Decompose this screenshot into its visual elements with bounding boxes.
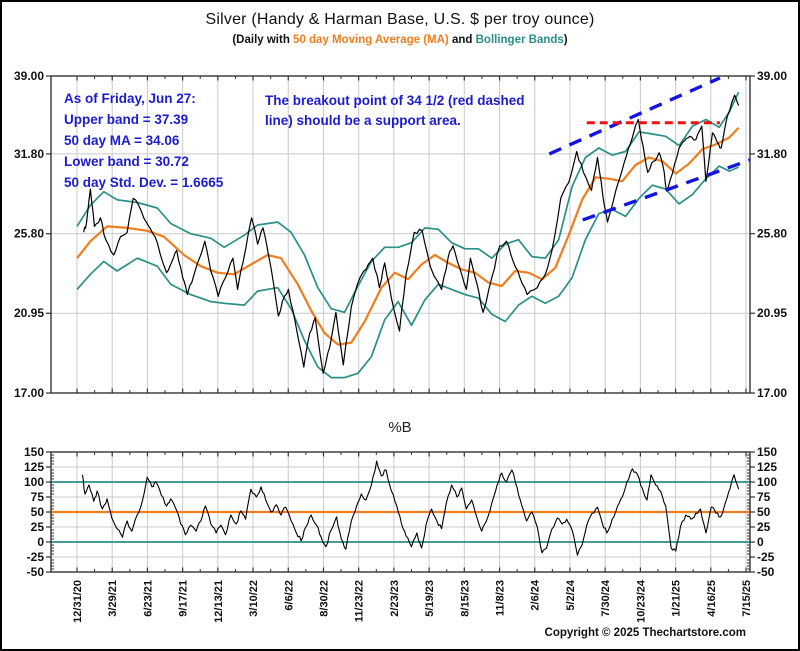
- x-axis-date-label: 10/23/24: [635, 579, 647, 623]
- subtitle-mid: and: [448, 34, 476, 46]
- subtitle-suffix: ): [563, 34, 568, 46]
- y-axis-label-right: 17.00: [757, 386, 787, 400]
- x-axis-date-label: 6/6/22: [283, 580, 295, 611]
- pb-y-axis-label-left: 25: [31, 520, 45, 534]
- x-axis-date-label: 6/23/21: [142, 580, 154, 617]
- series-ma50: [76, 126, 740, 346]
- pb-y-axis-label-left: -25: [27, 550, 45, 564]
- x-axis-date-label: 7/15/25: [741, 580, 753, 617]
- x-axis-date-label: 8/30/22: [318, 580, 330, 617]
- pb-y-axis-label-left: 0: [37, 535, 44, 549]
- x-axis-date-label: 3/29/21: [107, 580, 119, 617]
- x-axis-date-label: 4/16/25: [706, 580, 718, 617]
- y-axis-label-right: 31.80: [757, 147, 787, 161]
- y-axis-label-right: 25.80: [757, 227, 787, 241]
- page-title: Silver (Handy & Harman Base, U.S. $ per …: [205, 11, 595, 28]
- x-axis-date-label: 5/2/24: [565, 579, 577, 610]
- pb-panel-title: %B: [388, 419, 412, 436]
- stats-line-ma: 50 day MA = 34.06: [64, 133, 180, 148]
- y-axis-label-right: 20.95: [757, 306, 787, 320]
- x-axis-date-label: 8/15/23: [459, 580, 471, 617]
- series-price: [83, 94, 740, 374]
- pb-y-axis-label-right: 75: [757, 490, 771, 504]
- trend-channel-lower: [582, 158, 751, 222]
- stats-line-upper: Upper band = 37.39: [64, 112, 189, 127]
- main-plot-border: [50, 75, 751, 394]
- pb-y-axis-label-left: 50: [31, 505, 45, 519]
- stats-line-lower: Lower band = 30.72: [64, 154, 189, 169]
- x-axis-date-label: 9/17/21: [178, 580, 190, 617]
- y-axis-label-left: 17.00: [14, 386, 44, 400]
- x-axis-date-label: 3/10/22: [248, 580, 260, 617]
- subtitle-ma-label: 50 day Moving Average (MA): [293, 34, 449, 46]
- x-axis-date-label: 2/6/24: [530, 579, 542, 610]
- y-axis-label-left: 31.80: [14, 147, 44, 161]
- pb-y-axis-label-left: -50: [27, 565, 45, 579]
- stats-annotation: As of Friday, Jun 27: Upper band = 37.39…: [64, 88, 223, 193]
- pb-y-axis-label-right: 0: [757, 535, 764, 549]
- pb-y-axis-label-left: 75: [31, 490, 45, 504]
- pb-y-axis-label-left: 100: [24, 475, 44, 489]
- pb-y-axis-label-left: 125: [24, 460, 44, 474]
- series-percent_b: [81, 460, 740, 556]
- pb-y-axis-label-left: 150: [24, 445, 44, 459]
- pb-y-axis-label-right: 100: [757, 475, 777, 489]
- x-axis-date-label: 1/21/25: [671, 580, 683, 617]
- breakout-line-2: line) should be a support area.: [265, 113, 461, 128]
- breakout-annotation: The breakout point of 34 1/2 (red dashed…: [265, 91, 525, 131]
- chart-subtitle: (Daily with 50 day Moving Average (MA) a…: [2, 34, 798, 46]
- pb-y-axis-label-right: 150: [757, 445, 777, 459]
- y-axis-label-left: 25.80: [14, 227, 44, 241]
- pb-y-axis-label-right: 125: [757, 460, 777, 474]
- x-axis-date-label: 7/30/24: [600, 579, 612, 617]
- x-axis-date-label: 11/23/22: [354, 580, 366, 622]
- x-axis-date-label: 11/8/23: [495, 580, 507, 616]
- pb-y-axis-label-right: 25: [757, 520, 771, 534]
- subtitle-bb-label: Bollinger Bands: [475, 34, 564, 46]
- y-axis-label-right: 39.00: [757, 69, 787, 83]
- pb-y-axis-label-right: -50: [757, 565, 775, 579]
- stats-line-asof: As of Friday, Jun 27:: [64, 91, 196, 106]
- y-axis-label-left: 39.00: [14, 69, 44, 83]
- series-upper_band: [76, 91, 740, 314]
- x-axis-date-label: 2/23/23: [389, 580, 401, 617]
- copyright: Copyright © 2025 Thechartstore.com: [544, 627, 746, 639]
- x-axis-date-label: 5/19/23: [424, 580, 436, 617]
- stats-line-stddev: 50 day Std. Dev. = 1.6665: [64, 175, 224, 190]
- series-lower_band: [76, 165, 739, 379]
- breakout-line-1: The breakout point of 34 1/2 (red dashed: [265, 93, 525, 108]
- pb-y-axis-label-right: -25: [757, 550, 775, 564]
- pb-y-axis-label-right: 50: [757, 505, 771, 519]
- trend-channel-upper: [548, 76, 721, 156]
- subtitle-prefix: (Daily with: [232, 34, 294, 46]
- y-axis-label-left: 20.95: [14, 306, 44, 320]
- x-axis-date-label: 12/13/21: [213, 580, 225, 623]
- x-axis-date-label: 12/31/20: [72, 580, 84, 623]
